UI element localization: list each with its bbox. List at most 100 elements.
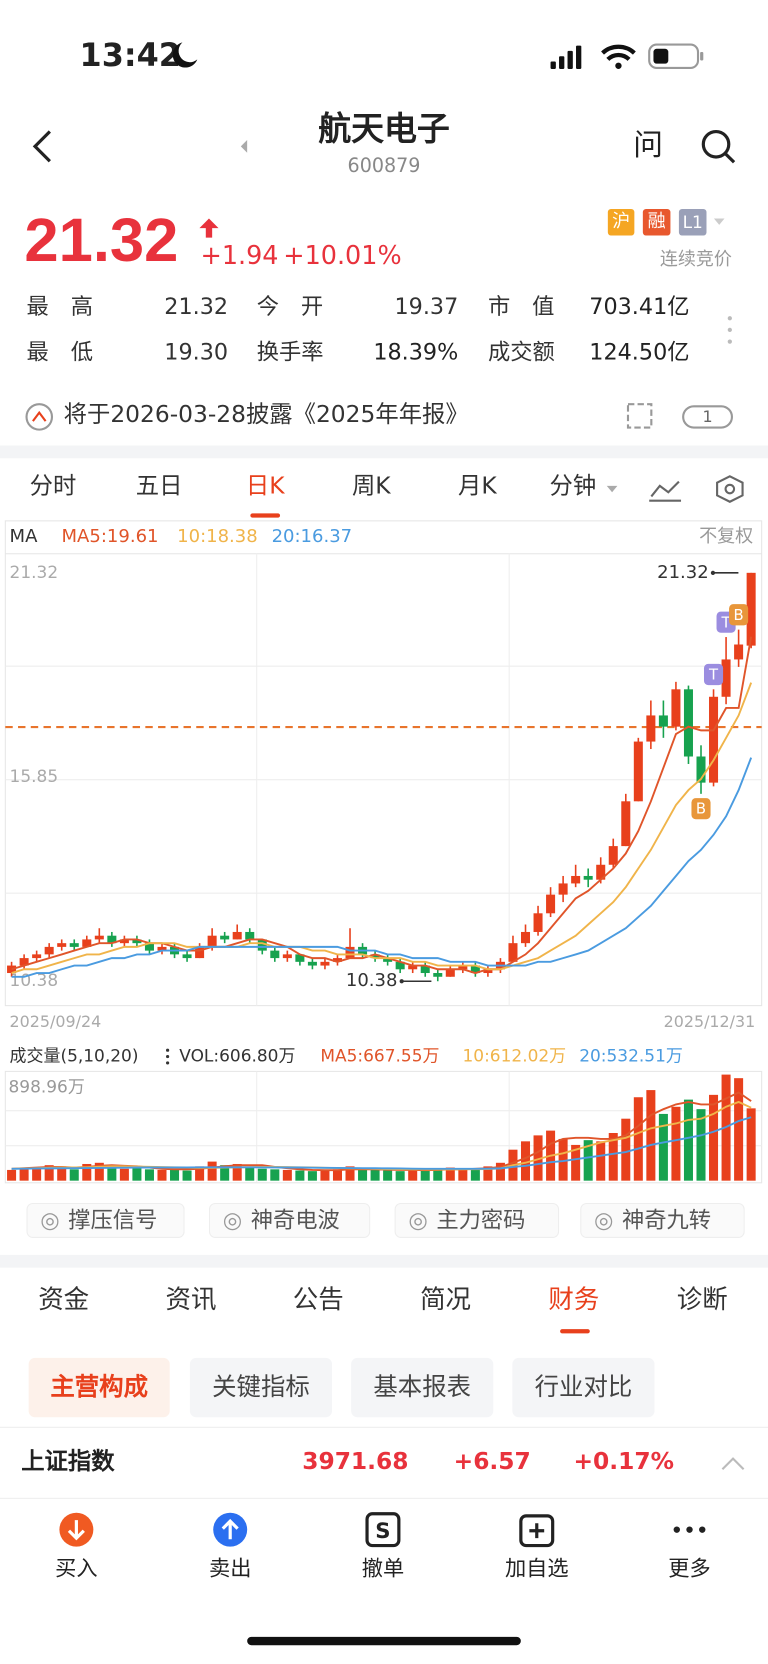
candle-body [671, 689, 681, 727]
notice-text[interactable]: 将于2026-03-28披露《2025年年报》 [63, 402, 469, 429]
candle-body [270, 950, 280, 959]
volume-bar [370, 1169, 380, 1181]
candle-body [257, 939, 267, 951]
more-dots[interactable] [723, 314, 736, 348]
candle-body [94, 935, 104, 940]
stat-label: 市 值 [487, 293, 555, 320]
candle-body [119, 939, 129, 944]
low-dot [399, 979, 404, 984]
back-button[interactable] [32, 130, 51, 163]
ma-legend: 10:18.38 [177, 526, 258, 547]
volume-bar [383, 1170, 393, 1181]
volume-bar [119, 1168, 129, 1181]
info-tab[interactable]: 公告 [292, 1284, 344, 1315]
candle-body [746, 572, 756, 646]
ask-button[interactable]: 问 [633, 127, 664, 163]
candle-body [709, 696, 719, 783]
volume-bar [495, 1162, 505, 1181]
volume-bar [57, 1166, 67, 1181]
info-tab[interactable]: 简况 [420, 1284, 471, 1315]
candle-body [32, 954, 42, 959]
candle-body [621, 801, 631, 847]
tool-button[interactable]: ◎ 神奇九转 [580, 1202, 745, 1238]
info-tab[interactable]: 资讯 [165, 1284, 217, 1315]
signal-badge [729, 604, 749, 626]
volume-bar [520, 1141, 531, 1181]
chart-tab[interactable]: 五日 [135, 473, 183, 500]
nav-more[interactable]: 更多 [668, 1555, 711, 1581]
ma-line [11, 682, 753, 974]
tool-button[interactable]: ◎ 神奇电波 [208, 1202, 371, 1238]
tool-button[interactable]: ◎ 主力密码 [394, 1202, 560, 1238]
candle-body [220, 935, 230, 940]
tool-label: 神奇九转 [621, 1207, 712, 1233]
candle-body [82, 939, 92, 947]
candle-body [332, 958, 342, 962]
expand[interactable] [719, 1453, 747, 1474]
volume-bar [683, 1099, 693, 1181]
tool-button[interactable]: ◎ 撑压信号 [26, 1202, 185, 1238]
stat-value: 21.32 [164, 293, 229, 320]
volume-bar [633, 1097, 643, 1181]
stock-code: 600879 [347, 154, 421, 178]
candle-body [408, 965, 418, 970]
signal-label: T [708, 666, 719, 684]
volume-bar [408, 1169, 418, 1181]
sub-tab[interactable]: 关键指标 [189, 1357, 333, 1418]
signal-label: T [721, 613, 732, 631]
sub-tab-active[interactable]: 主营构成 [28, 1357, 170, 1418]
candle-body [571, 875, 581, 884]
volume-bar [746, 1108, 756, 1181]
volume-bar [558, 1138, 568, 1181]
chart-tab[interactable]: 月K [458, 473, 497, 500]
volume-bar [646, 1090, 656, 1181]
y-tick-label: 21.32 [10, 563, 59, 583]
volume-bar [583, 1140, 593, 1181]
high-dot [710, 570, 716, 575]
separator [0, 445, 768, 459]
home-indicator [247, 1636, 521, 1646]
volume-bar [696, 1109, 706, 1181]
candle-body [546, 894, 556, 914]
nav-cancel[interactable]: 撤单 [361, 1555, 405, 1581]
candle-body [345, 946, 355, 959]
candle-body [7, 965, 17, 974]
candle-body [182, 954, 192, 959]
candle-body [19, 958, 29, 966]
volume-bar [483, 1166, 493, 1181]
volume-bar [358, 1168, 368, 1181]
chart-tab[interactable]: 周K [351, 473, 391, 500]
sub-tab[interactable]: 基本报表 [351, 1357, 494, 1418]
chart-tools[interactable] [605, 473, 754, 505]
volume-label: VOL:606.80万 [179, 1047, 295, 1067]
sub-tab[interactable]: 行业对比 [512, 1357, 655, 1418]
tool-label: 主力密码 [436, 1207, 526, 1233]
candle-body [520, 931, 531, 944]
chart-tab[interactable]: 分钟 [549, 473, 597, 500]
volume-bar [82, 1163, 92, 1181]
volume-bar [107, 1167, 117, 1181]
chart-tab[interactable]: 分时 [29, 473, 77, 500]
info-tab[interactable]: 资金 [38, 1284, 90, 1315]
volume-bar [734, 1078, 744, 1181]
volume-bar [32, 1168, 42, 1181]
adjustment[interactable]: 不复权 [699, 526, 753, 547]
candle-body [596, 864, 606, 880]
badge: 沪 [607, 208, 635, 236]
chart-tab-active[interactable]: 日K [245, 473, 285, 500]
candle-body [44, 946, 54, 955]
candle-body [608, 846, 618, 865]
dropdown [713, 218, 725, 225]
info-tab[interactable]: 诊断 [676, 1284, 728, 1315]
volume-bar [7, 1169, 17, 1181]
stat-value: 19.30 [164, 339, 229, 365]
nav-watchlist[interactable]: 加自选 [504, 1555, 569, 1581]
volume-bar [658, 1113, 668, 1181]
nav-buy[interactable]: 买入 [55, 1555, 98, 1581]
kline-chart: MA 不复权 2025/09/24 2025/12/31 成交量(5,10,20… [4, 520, 763, 1184]
volume-bar [257, 1168, 267, 1181]
nav-sell[interactable]: 卖出 [208, 1555, 252, 1581]
search-button[interactable] [701, 129, 731, 159]
info-tab-active[interactable]: 财务 [548, 1284, 600, 1315]
